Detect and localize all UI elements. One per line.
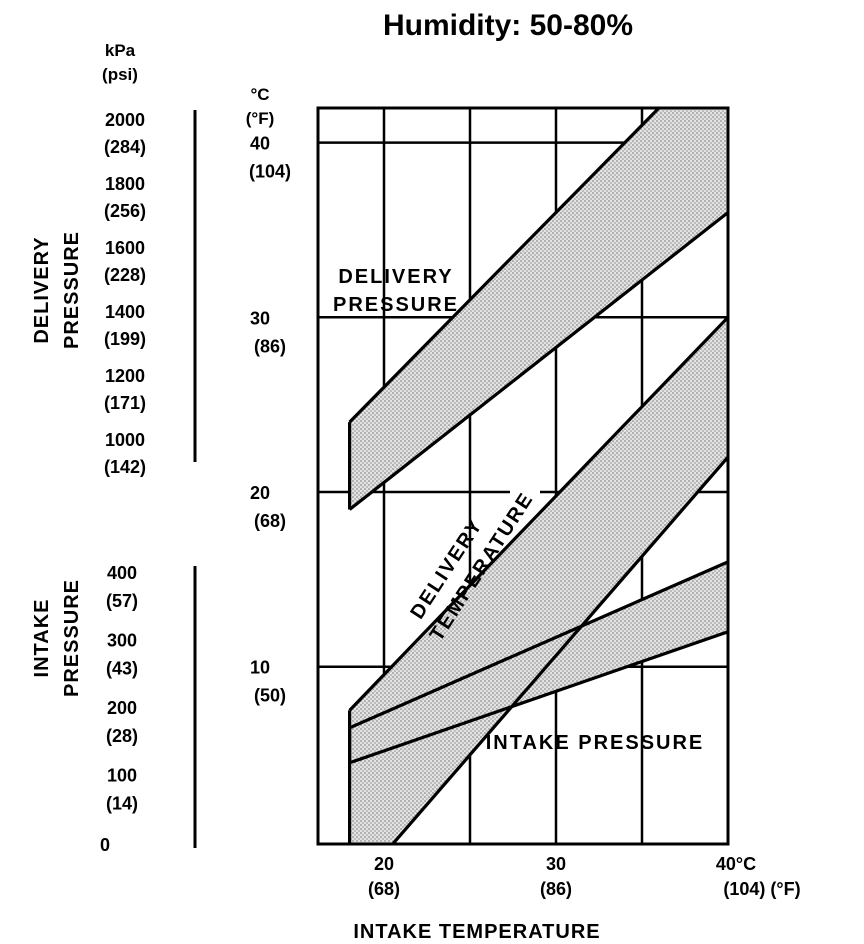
intake-pressure-band-label: INTAKE PRESSURE [486, 732, 705, 754]
intake-pressure-tick-sub-400: (57) [106, 591, 138, 611]
delivery-pressure-lower-edge [348, 211, 728, 511]
delivery-pressure-tick-sub-1000: (142) [104, 457, 146, 477]
delivery-pressure-tick-1800: 1800 [105, 174, 145, 194]
delivery-pressure-tick-1600: 1600 [105, 238, 145, 258]
delivery-pressure-upper-edge [348, 108, 662, 424]
intake-pressure-tick-100: 100 [107, 766, 137, 786]
temperature-tick-sub-20: (68) [254, 511, 286, 531]
temperature-tick-sub-40: (104) [249, 162, 291, 182]
delivery-pressure-tick-sub-1600: (228) [104, 265, 146, 285]
x-tick-40: 40°C [716, 854, 756, 874]
x-tick-30: 30 [546, 854, 566, 874]
x-axis-title: INTAKE TEMPERATURE [353, 921, 600, 943]
intake-pressure-tick-sub-100: (14) [106, 794, 138, 814]
delivery-pressure-tick-sub-1800: (256) [104, 201, 146, 221]
temperature-unit-f: (°F) [246, 109, 275, 128]
x-tick-sub-40: (104) (°F) [723, 879, 800, 899]
x-tick-20: 20 [374, 854, 394, 874]
delivery-pressure-tick-1400: 1400 [105, 302, 145, 322]
delivery-pressure-title-line1: DELIVERY [31, 236, 53, 343]
pressure-unit-psi: (psi) [102, 65, 138, 84]
intake-pressure-tick-400: 400 [107, 563, 137, 583]
intake-pressure-title-line1: INTAKE [31, 599, 53, 678]
bands [349, 108, 728, 844]
temperature-tick-sub-10: (50) [254, 686, 286, 706]
pressure-unit-kpa: kPa [105, 41, 136, 60]
delivery-pressure-tick-sub-2000: (284) [104, 137, 146, 157]
tick-labels: 40(104)30(86)20(68)10(50)2000(284)1800(2… [100, 110, 801, 943]
delivery-pressure-tick-sub-1400: (199) [104, 329, 146, 349]
intake-pressure-tick-300: 300 [107, 631, 137, 651]
intake-pressure-tick-200: 200 [107, 698, 137, 718]
intake-pressure-lower-edge [349, 630, 728, 765]
delivery-pressure-tick-2000: 2000 [105, 110, 145, 130]
intake-pressure-tick-0: 0 [100, 835, 110, 855]
temperature-tick-10: 10 [250, 658, 270, 678]
x-tick-sub-30: (86) [540, 879, 572, 899]
delivery-temperature-upper-edge [348, 316, 728, 712]
band-edges [348, 108, 728, 844]
delivery-pressure-tick-1000: 1000 [105, 430, 145, 450]
delivery-pressure-title-line2: PRESSURE [61, 231, 83, 349]
delivery-pressure-band-label-line2: PRESSURE [333, 294, 459, 316]
temperature-tick-40: 40 [250, 134, 270, 154]
plot-frame [316, 106, 730, 846]
intake-pressure-tick-sub-300: (43) [106, 659, 138, 679]
intake-pressure-title-line2: PRESSURE [61, 579, 83, 697]
intake-pressure-upper-edge [348, 560, 728, 730]
chart-title: Humidity: 50-80% [383, 9, 633, 42]
delivery-pressure-tick-sub-1200: (171) [104, 393, 146, 413]
intake-pressure-axis-title: INTAKE PRESSURE [31, 579, 83, 697]
delivery-pressure-tick-1200: 1200 [105, 366, 145, 386]
temperature-tick-20: 20 [250, 483, 270, 503]
temperature-tick-sub-30: (86) [254, 336, 286, 356]
intake-pressure-band [349, 561, 728, 763]
delivery-pressure-band [349, 108, 728, 510]
x-tick-sub-20: (68) [368, 879, 400, 899]
delivery-pressure-band-label-line1: DELIVERY [338, 266, 453, 288]
delivery-temperature-lower-edge [390, 456, 728, 844]
temperature-unit-c: °C [250, 85, 269, 104]
delivery-pressure-band-label: DELIVERY PRESSURE [333, 266, 459, 316]
intake-pressure-tick-sub-200: (28) [106, 726, 138, 746]
temperature-tick-30: 30 [250, 308, 270, 328]
delivery-pressure-axis-title: DELIVERY PRESSURE [31, 231, 83, 349]
